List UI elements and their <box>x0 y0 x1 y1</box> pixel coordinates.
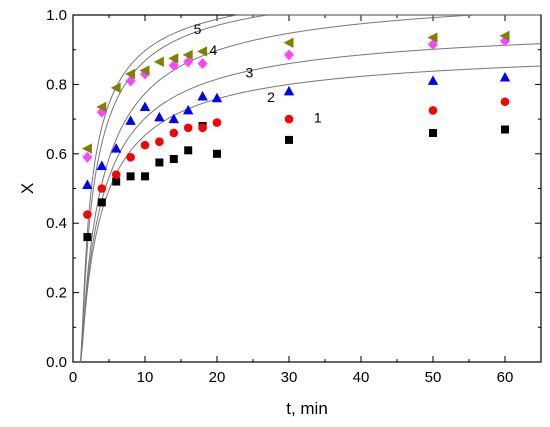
marker-series-3 <box>197 91 208 101</box>
marker-series-5 <box>110 82 121 94</box>
x-tick-label: 60 <box>497 369 514 386</box>
y-tick-label: 0.6 <box>46 146 67 163</box>
marker-series-2 <box>428 106 438 115</box>
marker-series-2 <box>126 152 135 162</box>
marker-series-2 <box>111 170 121 179</box>
marker-series-4 <box>125 75 136 87</box>
y-tick-label: 0.0 <box>46 354 67 371</box>
plot-frame <box>72 14 542 363</box>
curve-labels: 1 23 45 <box>194 21 322 125</box>
curve-label-1: 1 <box>314 110 322 126</box>
marker-series-2 <box>284 114 294 124</box>
y-axis-title: X <box>18 183 37 194</box>
marker-series-1 <box>141 172 149 181</box>
marker-series-1 <box>285 135 293 144</box>
marker-series-1 <box>112 177 121 186</box>
x-tick-label: 10 <box>137 369 154 386</box>
fit-curve-2 <box>79 43 541 363</box>
x-tick-label: 30 <box>281 369 298 386</box>
marker-series-4 <box>82 151 93 163</box>
marker-series-1 <box>184 146 193 155</box>
x-tick-label: 50 <box>425 369 442 386</box>
y-tick-label: 0.4 <box>46 215 67 232</box>
marker-series-3 <box>125 115 136 125</box>
marker-series-5 <box>96 101 107 113</box>
marker-series-2 <box>169 128 179 138</box>
marker-series-5 <box>427 32 438 43</box>
y-tick-label: 1.0 <box>46 7 67 24</box>
marker-series-2 <box>183 123 193 133</box>
marker-series-1 <box>501 125 509 134</box>
marker-series-3 <box>283 85 295 96</box>
x-tick-label: 0 <box>69 369 77 386</box>
marker-series-5 <box>153 56 164 68</box>
marker-series-3 <box>111 143 122 153</box>
marker-series-1 <box>97 198 106 207</box>
marker-series-3 <box>154 111 165 122</box>
marker-series-2 <box>97 184 107 193</box>
marker-series-5 <box>499 30 510 42</box>
x-tick-label: 40 <box>353 369 370 386</box>
marker-series-1 <box>213 149 221 158</box>
marker-series-3 <box>427 75 439 85</box>
fit-curve-3 <box>79 14 541 363</box>
y-tick-label: 0.8 <box>46 76 67 93</box>
marker-series-1 <box>126 172 135 181</box>
marker-series-5 <box>125 68 136 80</box>
marker-series-5 <box>197 46 208 57</box>
marker-series-3 <box>211 92 223 103</box>
marker-series-2 <box>155 137 164 146</box>
curve-label-5: 5 <box>194 21 202 37</box>
marker-series-4 <box>197 58 208 70</box>
marker-series-3 <box>82 179 93 190</box>
marker-series-1 <box>83 233 92 242</box>
fit-curves <box>79 14 541 363</box>
x-axis-title: t, min <box>286 399 328 418</box>
curve-label-3: 3 <box>246 64 254 80</box>
marker-series-4 <box>168 59 179 71</box>
marker-series-5 <box>182 49 193 61</box>
marker-series-5 <box>81 143 92 154</box>
marker-series-5 <box>283 37 294 48</box>
marker-series-2 <box>500 97 510 107</box>
marker-series-1 <box>169 155 178 164</box>
marker-series-1 <box>155 158 164 167</box>
marker-series-3 <box>139 101 151 111</box>
marker-series-2 <box>83 210 92 219</box>
fit-curve-1 <box>79 65 541 363</box>
marker-series-3 <box>96 160 107 170</box>
marker-series-2 <box>140 140 150 150</box>
marker-series-5 <box>168 53 179 64</box>
marker-series-2 <box>212 118 222 127</box>
marker-series-1 <box>429 128 437 137</box>
y-tick-label: 0.2 <box>46 285 67 302</box>
marker-series-4 <box>428 38 438 50</box>
curve-label-2: 2 <box>267 89 275 105</box>
curve-label-4: 4 <box>210 42 218 58</box>
marker-series-3 <box>183 104 194 115</box>
marker-series-3 <box>168 113 179 124</box>
marker-series-4 <box>284 49 294 61</box>
fit-curve-5 <box>79 14 541 363</box>
marker-series-5 <box>139 65 150 76</box>
marker-series-3 <box>499 71 511 82</box>
marker-series-2 <box>198 123 207 133</box>
marker-series-4 <box>183 56 194 68</box>
x-tick-label: 20 <box>209 369 226 386</box>
axes: 0 10 20 30 40 50 60 0.0 0.2 0.4 0.6 0.8 1.0 <box>46 7 542 386</box>
data-markers <box>81 30 511 242</box>
